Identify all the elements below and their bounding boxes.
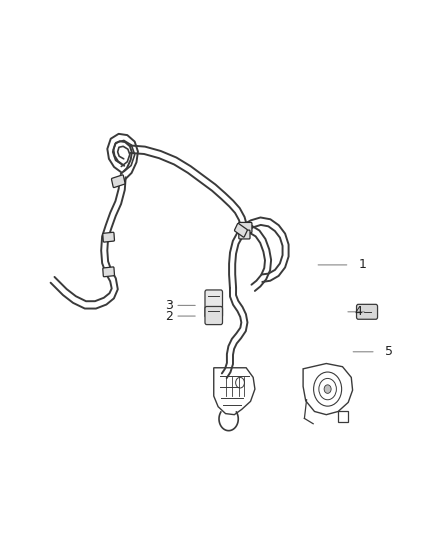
FancyBboxPatch shape	[239, 230, 250, 239]
FancyBboxPatch shape	[205, 306, 223, 325]
FancyBboxPatch shape	[112, 175, 125, 188]
FancyBboxPatch shape	[103, 232, 114, 242]
Text: 3: 3	[166, 299, 173, 312]
FancyBboxPatch shape	[239, 222, 252, 233]
FancyBboxPatch shape	[357, 304, 378, 319]
Text: 5: 5	[385, 345, 393, 358]
FancyBboxPatch shape	[234, 223, 247, 237]
Circle shape	[324, 385, 331, 393]
FancyBboxPatch shape	[205, 290, 223, 318]
FancyBboxPatch shape	[103, 267, 114, 277]
Text: 2: 2	[166, 310, 173, 322]
Text: 1: 1	[359, 259, 367, 271]
Text: 4: 4	[355, 305, 363, 318]
